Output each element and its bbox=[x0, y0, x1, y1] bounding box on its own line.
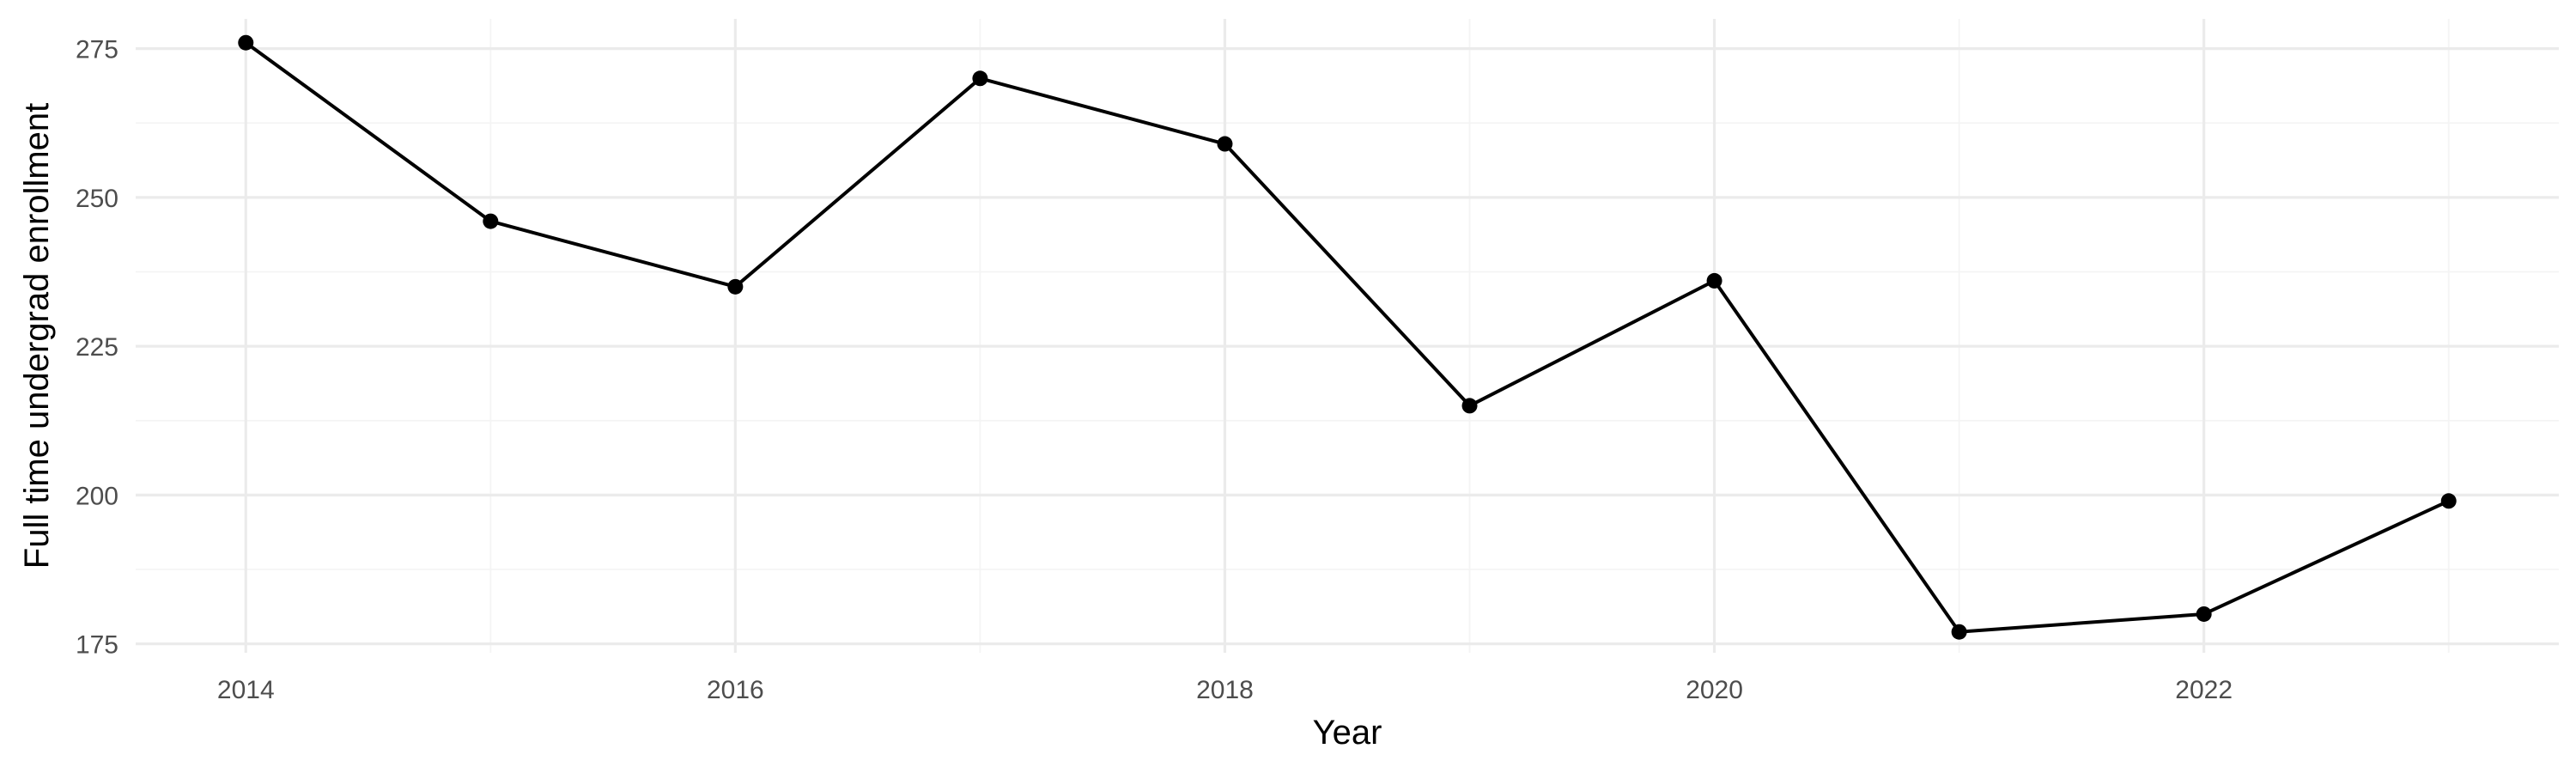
y-tick-label: 275 bbox=[76, 36, 118, 64]
series-layer bbox=[245, 41, 2450, 634]
x-tick-label: 2022 bbox=[2175, 676, 2233, 704]
data-point bbox=[727, 278, 744, 295]
x-tick-label: 2016 bbox=[707, 676, 764, 704]
data-point bbox=[483, 213, 499, 229]
y-axis-tick-labels: 175 200 225 250 275 bbox=[76, 36, 118, 660]
y-tick-label: 250 bbox=[76, 185, 118, 213]
data-point bbox=[1706, 272, 1722, 289]
minor-gridlines bbox=[136, 19, 2559, 653]
data-point bbox=[1217, 136, 1233, 152]
x-tick-label: 2014 bbox=[217, 676, 275, 704]
x-tick-label: 2018 bbox=[1196, 676, 1254, 704]
y-tick-label: 200 bbox=[76, 482, 118, 510]
y-tick-label: 175 bbox=[76, 631, 118, 660]
data-points bbox=[238, 34, 2457, 640]
x-tick-label: 2020 bbox=[1686, 676, 1743, 704]
y-axis-title: Full time undergrad enrollment bbox=[18, 103, 56, 569]
data-point bbox=[1951, 624, 1967, 640]
series-line bbox=[245, 41, 2450, 634]
major-gridlines bbox=[136, 19, 2559, 653]
x-axis-tick-labels: 2014 2016 2018 2020 2022 bbox=[217, 676, 2233, 704]
data-point bbox=[2440, 493, 2457, 509]
x-axis-title: Year bbox=[1313, 714, 1382, 752]
data-point bbox=[238, 34, 254, 51]
data-point bbox=[1461, 398, 1478, 414]
data-point bbox=[972, 70, 988, 87]
data-point bbox=[2196, 606, 2212, 622]
y-tick-label: 225 bbox=[76, 333, 118, 362]
